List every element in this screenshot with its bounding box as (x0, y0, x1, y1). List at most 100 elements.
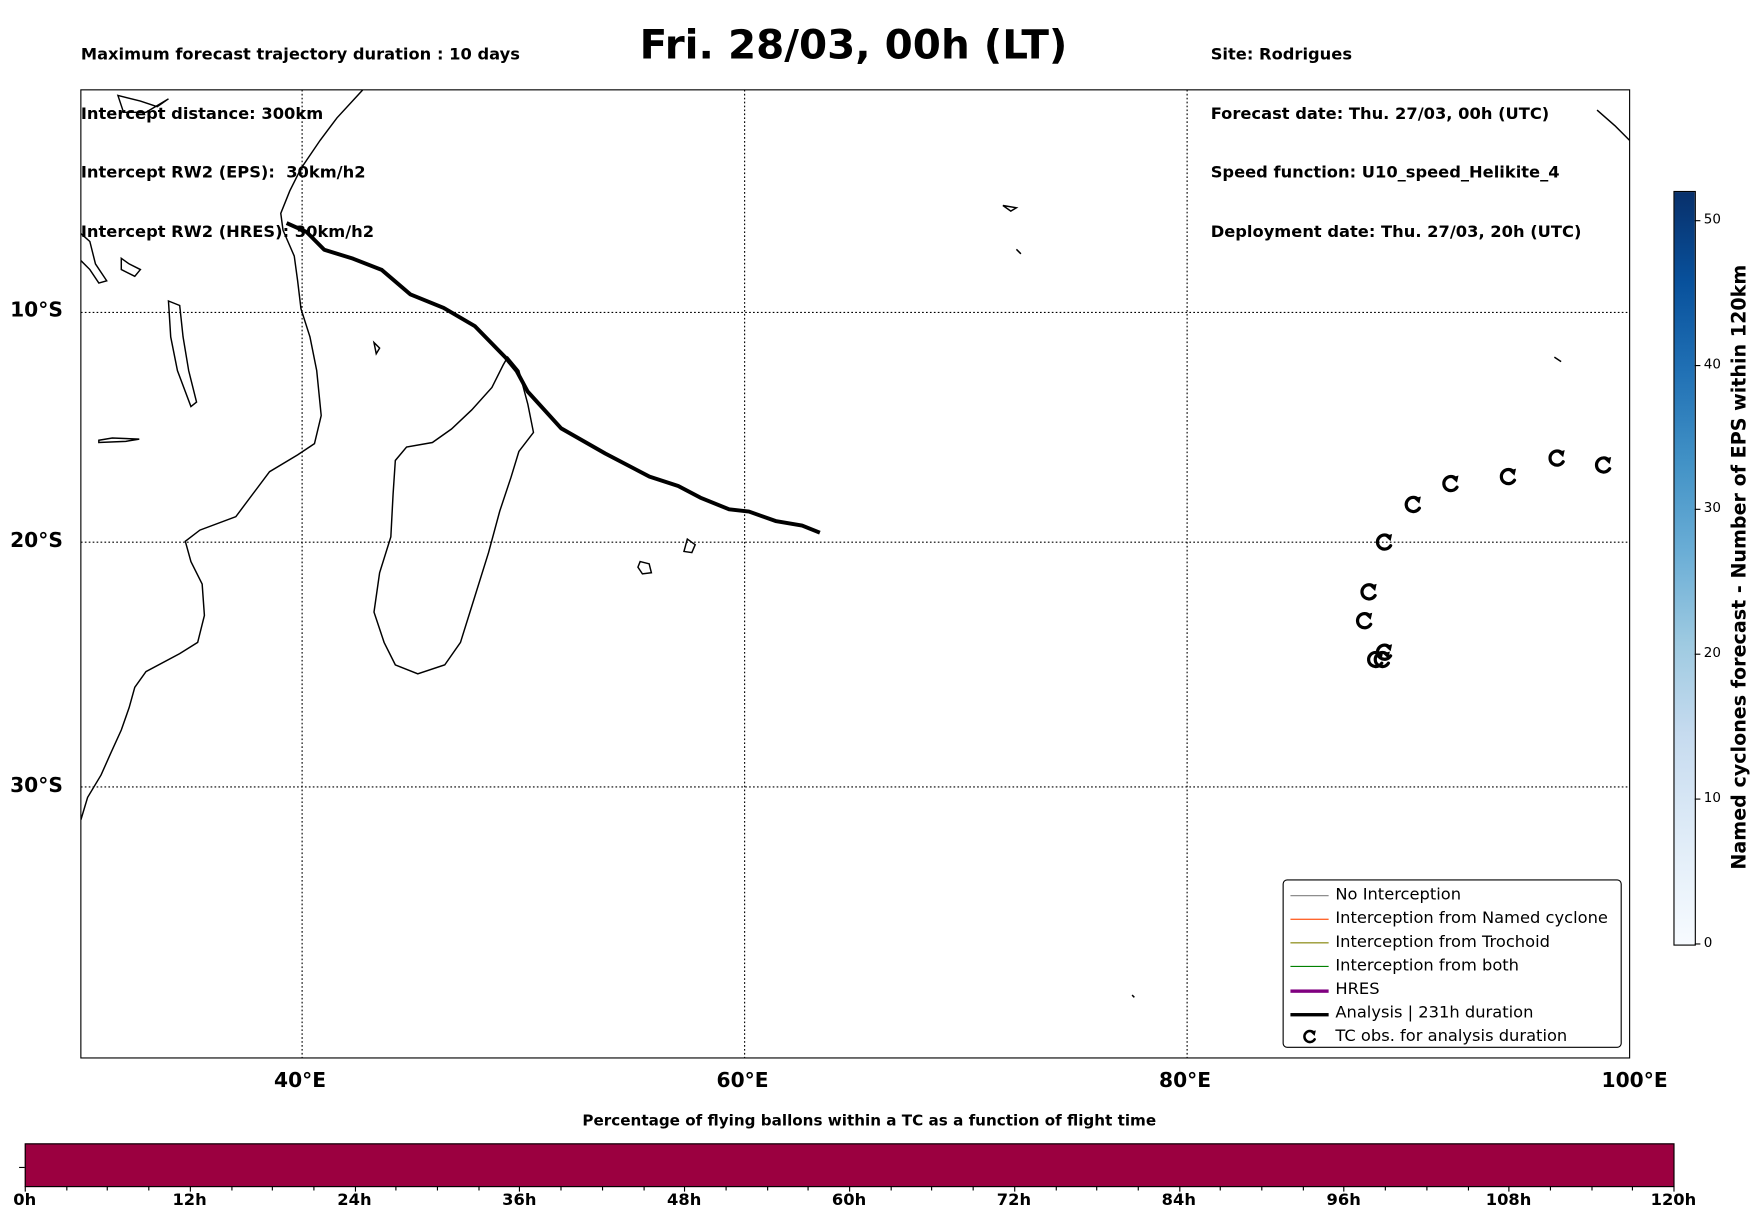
legend-item: No Interception (1284, 884, 1612, 908)
legend-label: Interception from Named cyclone (1335, 909, 1608, 928)
colorbar-tick (1694, 364, 1701, 366)
legend-line-swatch (1290, 942, 1329, 944)
flight-bar-tick (107, 1185, 109, 1191)
flight-bar-tick (313, 1185, 315, 1191)
amsterdam (1131, 994, 1135, 998)
flight-bar-tick (1549, 1185, 1551, 1191)
lon-tick-label: 40°E (274, 1069, 327, 1093)
flight-bar-tick (1137, 1185, 1139, 1191)
colorbar-tick-label: 40 (1703, 355, 1721, 372)
flight-bar-tick (1096, 1185, 1098, 1191)
flight-bar-tick-label: 84h (1161, 1191, 1196, 1210)
flight-bar-tick (890, 1185, 892, 1191)
colorbar-tick (1694, 653, 1701, 656)
lon-tick-label: 80°E (1159, 1069, 1212, 1093)
flight-bar-tick (1467, 1185, 1469, 1191)
colorbar-tick (1694, 509, 1701, 511)
flight-bar-tick (1178, 1185, 1180, 1192)
lon-tick-label: 100°E (1601, 1069, 1668, 1093)
tc-marker-icon (1303, 1029, 1318, 1044)
flight-bar-tick (931, 1185, 933, 1191)
flight-bar-tick (1508, 1185, 1510, 1192)
coastlines (80, 89, 1630, 998)
africa-coastline (80, 89, 364, 821)
legend-item: HRES (1284, 978, 1612, 1002)
flight-bar-tick (1013, 1185, 1016, 1192)
colorbar-tick-label: 50 (1703, 210, 1721, 227)
flight-bar-tick (148, 1185, 150, 1191)
flight-bar-tick (1632, 1185, 1634, 1191)
flight-bar-tick (766, 1185, 768, 1191)
flight-bar-tick (436, 1185, 439, 1191)
legend-label: TC obs. for analysis duration (1335, 1027, 1568, 1046)
flight-bar-tick (1590, 1185, 1593, 1191)
legend: No Interception Interception from Named c… (1282, 879, 1622, 1049)
analysis-track (285, 221, 821, 535)
reunion (637, 560, 653, 575)
speed-function: Speed function: U10_speed_Helikite_4 (1210, 163, 1560, 182)
colorbar-tick-label: 10 (1703, 789, 1721, 806)
tc-obs-layer (1355, 448, 1613, 669)
flight-bar-tick (1220, 1185, 1222, 1191)
lat-tick-label: 20°S (10, 528, 63, 553)
mauritius (683, 537, 697, 554)
lon-tick-label: 60°E (716, 1069, 769, 1093)
flight-bar-tick (725, 1185, 727, 1191)
chagos (1015, 248, 1022, 255)
tc-obs-marker (1594, 455, 1613, 474)
flight-bar-tick-label: 120h (1650, 1191, 1697, 1210)
flight-bar-tick (230, 1185, 232, 1191)
flight-bar-tick-label: 96h (1326, 1191, 1361, 1210)
legend-rows: No Interception Interception from Named c… (1284, 881, 1612, 1049)
flight-bar-tick (354, 1185, 356, 1192)
sumatra-tip (1596, 109, 1630, 141)
legend-line-swatch (1290, 965, 1329, 967)
param-rw2-eps: Intercept RW2 (EPS): 30km/h2 (80, 163, 366, 182)
legend-label: Analysis | 231h duration (1335, 1004, 1534, 1023)
flight-bar-tick-label: 36h (502, 1191, 537, 1210)
flight-bar-tick (65, 1185, 68, 1191)
flight-bar-tick-label: 60h (831, 1191, 867, 1210)
site-name: Site: Rodrigues (1210, 46, 1353, 65)
flight-bar-tick (1261, 1185, 1263, 1191)
site-info: Site: Rodrigues Forecast date: Thu. 27/0… (1211, 7, 1582, 282)
param-rw2-hres: Intercept RW2 (HRES): 30km/h2 (80, 222, 375, 241)
legend-label: HRES (1335, 980, 1380, 999)
flight-bar-tick (972, 1185, 974, 1191)
colorbar-tick-label: 30 (1703, 500, 1721, 517)
lake-malawi (167, 299, 198, 408)
flight-bar-tick (849, 1185, 851, 1192)
madagascar-coastline (373, 355, 535, 675)
colorbar-tick (1694, 798, 1701, 800)
flight-bar-tick (1673, 1185, 1675, 1192)
lake-tanganyika (120, 256, 142, 278)
lake-mweru (98, 437, 140, 444)
tc-obs-marker (1442, 473, 1461, 493)
tc-obs-marker (1548, 448, 1567, 467)
cocos (1553, 356, 1562, 363)
map-frame (80, 89, 1631, 1059)
forecast-date: Forecast date: Thu. 27/03, 00h (UTC) (1210, 105, 1550, 123)
colorbar-tick (1694, 943, 1701, 945)
analysis-track-layer (285, 221, 821, 535)
comoros (372, 340, 381, 356)
flight-bar-tick (1384, 1185, 1387, 1191)
flight-bar-tick (519, 1185, 521, 1192)
flight-bar-tick (395, 1185, 397, 1191)
east-africa-shore (80, 233, 108, 284)
legend-line-swatch (1290, 989, 1329, 993)
flight-bar-tick (1302, 1185, 1304, 1191)
deployment-date: Deployment date: Thu. 27/03, 20h (UTC) (1210, 222, 1582, 241)
flight-bar-ytick (19, 1166, 25, 1169)
flight-bar-tick (272, 1185, 274, 1191)
param-intercept-distance: Intercept distance: 300km (80, 105, 324, 123)
cyclone-colorbar (1673, 190, 1696, 946)
param-duration: Maximum forecast trajectory duration : 1… (80, 46, 520, 65)
flight-bar-tick (684, 1185, 686, 1192)
colorbar-tick (1694, 219, 1701, 221)
lat-tick-label: 30°S (10, 773, 63, 798)
flight-percentage-bar (24, 1143, 1675, 1188)
flight-bar-tick (478, 1185, 480, 1191)
